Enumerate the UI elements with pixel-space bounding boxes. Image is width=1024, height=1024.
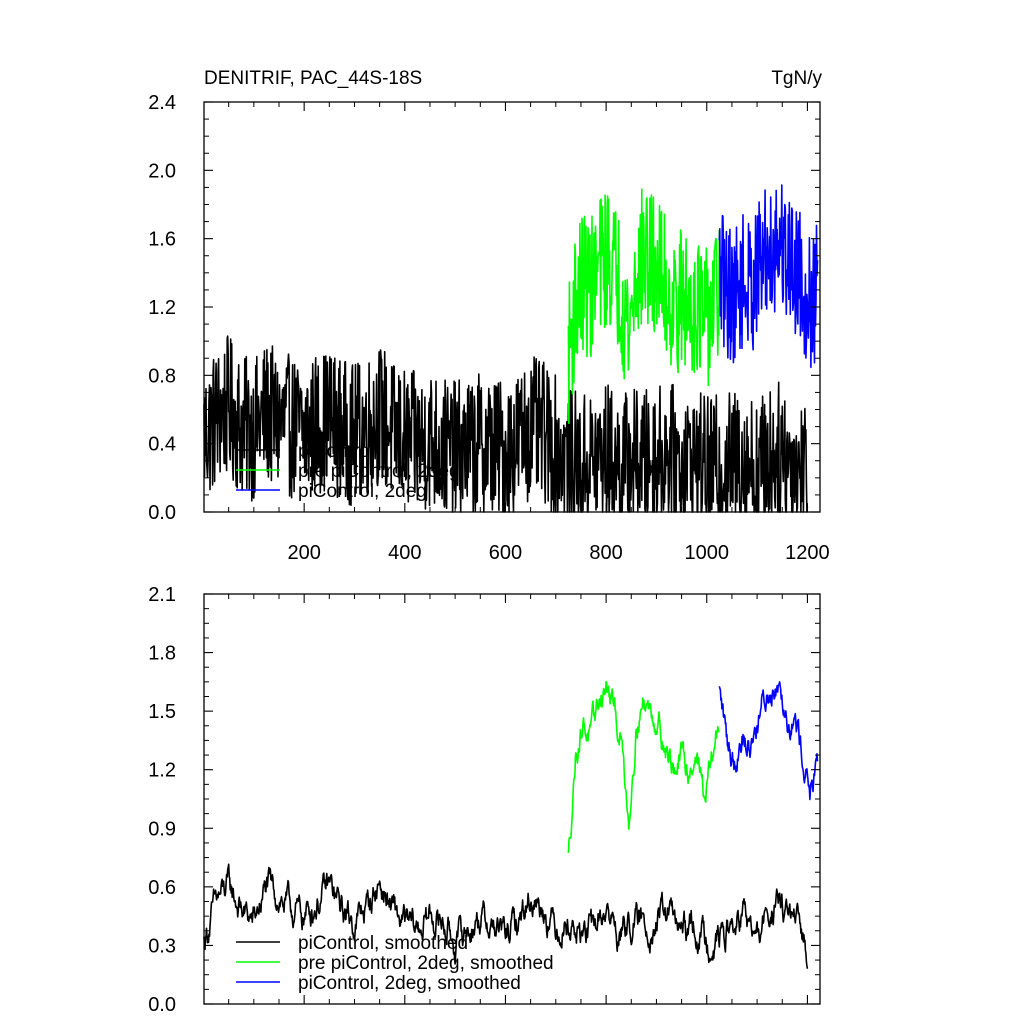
series-line-2: [718, 681, 819, 801]
x-tick-label: 600: [489, 542, 522, 564]
series-line-0: [203, 863, 809, 969]
y-tick-label: 0.8: [148, 365, 176, 387]
y-tick-label: 1.6: [148, 229, 176, 251]
y-tick-label: 0.0: [148, 994, 176, 1016]
y-tick-label: 0.9: [148, 818, 176, 840]
bottom-panel: 0.0 0.3 0.6 0.9 1.2 1.5 1.8 2.1 piControl, smoot…: [148, 584, 821, 1016]
y-tick-label: 0.4: [148, 434, 176, 456]
units-label: TgN/y: [771, 68, 822, 89]
legend-label: piControl, 2deg, smoothed: [298, 973, 521, 994]
y-tick-label: 1.2: [148, 297, 176, 319]
chart-title: DENITRIF, PAC_44S-18S: [204, 68, 422, 89]
series-line-0: [203, 335, 809, 513]
x-tick-label: 400: [388, 542, 421, 564]
legend-label: piControl, 2deg: [298, 481, 427, 502]
legend-label: pre piControl, 2deg, smoothed: [298, 953, 554, 974]
legend-label: piControl: [298, 441, 374, 462]
series-line-2: [718, 184, 819, 369]
series-line-1: [567, 188, 721, 425]
legend-label: piControl, smoothed: [298, 933, 468, 954]
y-tick-label: 0.6: [148, 877, 176, 899]
x-tick-label: 1200: [785, 542, 830, 564]
legend-label: pre piControl, 2deg: [298, 461, 460, 482]
y-tick-label: 0.3: [148, 935, 176, 957]
y-tick-label: 1.2: [148, 760, 176, 782]
y-tick-label: 0.0: [148, 502, 176, 524]
y-tick-label: 2.0: [148, 160, 176, 182]
series-line-1: [567, 680, 720, 853]
plot-frame: [203, 593, 821, 1005]
x-tick-label: 200: [287, 542, 320, 564]
top-panel: 0.0 0.4 0.8 1.2 1.6 2.0 2.4 200 400 600 800 1000 120…: [148, 92, 829, 564]
y-tick-label: 1.5: [148, 701, 176, 723]
y-tick-label: 2.4: [148, 92, 176, 114]
x-tick-label: 800: [589, 542, 622, 564]
x-tick-label: 1000: [685, 542, 730, 564]
y-tick-label: 1.8: [148, 643, 176, 665]
y-tick-label: 2.1: [148, 584, 176, 606]
